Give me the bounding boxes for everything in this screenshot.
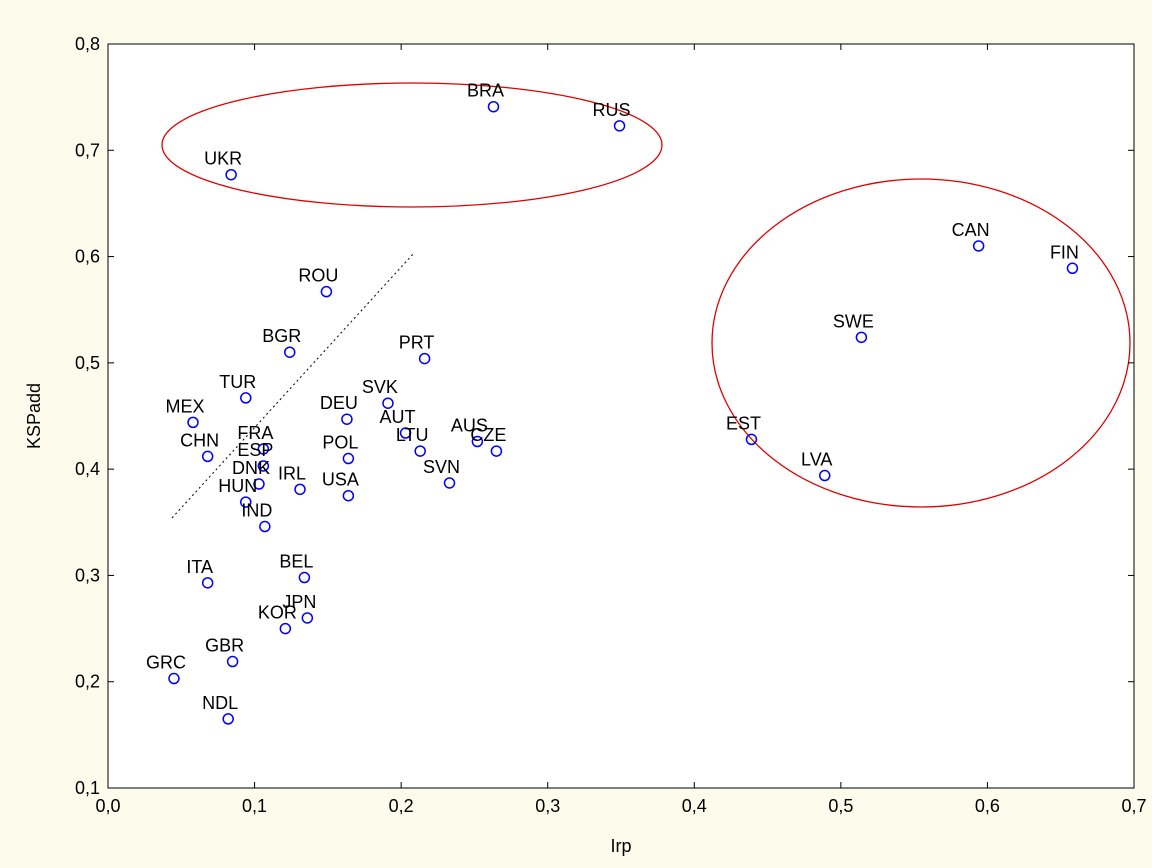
point <box>226 655 239 668</box>
point <box>855 331 868 344</box>
point-label: TUR <box>219 372 256 392</box>
point <box>257 460 270 472</box>
y-axis-label: KSPadd <box>24 383 44 449</box>
point-label: ROU <box>298 266 338 286</box>
point <box>443 477 456 489</box>
point-label: HUN <box>218 476 257 496</box>
x-tick-label: 0,6 <box>975 796 1000 816</box>
point <box>342 452 355 465</box>
point-label: JPN <box>282 592 316 612</box>
point-label: GBR <box>205 636 244 656</box>
point <box>279 622 292 635</box>
point-label: UKR <box>204 149 242 169</box>
point-label: BGR <box>262 326 301 346</box>
point <box>487 100 500 113</box>
y-tick-label: 0,1 <box>75 778 100 798</box>
point <box>294 483 306 496</box>
cluster-ellipse <box>711 178 1131 508</box>
y-tick-label: 0,8 <box>75 34 100 54</box>
point-label: GRC <box>146 653 186 673</box>
plot-area <box>107 43 1135 789</box>
point-label: MEX <box>166 396 205 416</box>
point <box>283 346 296 358</box>
point <box>341 413 353 425</box>
point-label: PRT <box>399 333 435 353</box>
point <box>613 120 626 132</box>
point <box>259 520 271 533</box>
point-label: LVA <box>801 450 832 470</box>
point-label: ITA <box>186 557 213 577</box>
x-tick-label: 0,2 <box>389 796 414 816</box>
point <box>414 445 426 457</box>
point-label: FRA <box>237 423 273 443</box>
point-label: POL <box>322 433 358 453</box>
y-tick-label: 0,6 <box>75 247 100 267</box>
point-label: AUT <box>380 407 416 427</box>
point <box>253 478 265 490</box>
point-label: AUS <box>451 416 488 436</box>
point-label: KOR <box>258 603 297 623</box>
cluster-ellipse <box>161 82 663 208</box>
y-tick-label: 0,5 <box>75 353 100 373</box>
point <box>298 571 311 584</box>
point-label: SVN <box>423 457 460 477</box>
point-label: BEL <box>279 552 313 572</box>
point <box>342 489 355 502</box>
y-tick-label: 0,4 <box>75 459 100 479</box>
point <box>818 469 831 482</box>
point <box>399 427 412 439</box>
point-label: CZE <box>470 425 506 445</box>
point <box>490 445 503 457</box>
point <box>168 672 180 685</box>
point <box>471 435 484 448</box>
x-tick-label: 0,7 <box>1121 796 1146 816</box>
point <box>240 392 252 404</box>
point-label: LTU <box>396 425 429 445</box>
point-label: SWE <box>833 311 874 331</box>
x-tick-label: 0,3 <box>535 796 560 816</box>
point-label: IRL <box>278 463 306 483</box>
point <box>257 443 270 455</box>
x-tick-label: 0,0 <box>95 796 120 816</box>
point <box>418 352 431 365</box>
y-tick-label: 0,2 <box>75 672 100 692</box>
point <box>382 397 394 409</box>
point-label: SVK <box>362 377 398 397</box>
point-label: IND <box>241 501 272 521</box>
point-label: ESP <box>237 440 273 460</box>
point-label: EST <box>726 413 761 433</box>
point-label: DEU <box>320 393 358 413</box>
point-label: CHN <box>180 430 219 450</box>
point-label: NDL <box>202 693 238 713</box>
point-label: RUS <box>593 100 631 120</box>
point <box>201 577 214 589</box>
point <box>1066 262 1079 275</box>
point-label: CAN <box>952 220 990 240</box>
y-tick-label: 0,3 <box>75 565 100 585</box>
point-label: DNK <box>232 458 270 478</box>
x-tick-label: 0,1 <box>242 796 267 816</box>
point <box>320 285 333 298</box>
point <box>187 416 199 429</box>
point-label: FIN <box>1050 242 1079 262</box>
y-tick-label: 0,7 <box>75 140 100 160</box>
point <box>972 240 985 252</box>
point <box>745 433 758 446</box>
point <box>222 713 234 725</box>
x-axis-label: Irp <box>610 836 631 856</box>
point-label: USA <box>322 470 359 490</box>
point-label: BRA <box>467 81 504 101</box>
point <box>225 168 237 181</box>
x-tick-label: 0,4 <box>682 796 707 816</box>
point <box>301 612 314 624</box>
point <box>201 450 214 463</box>
x-tick-label: 0,5 <box>828 796 853 816</box>
point <box>240 496 252 508</box>
